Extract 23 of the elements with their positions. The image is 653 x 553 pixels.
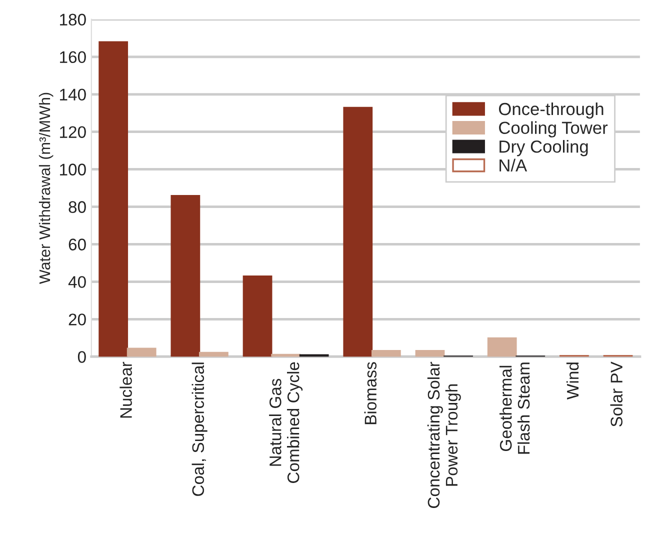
x-tick-label: Solar PV [610, 362, 622, 427]
x-tick-label: Biomass [364, 362, 377, 424]
legend-label: Once-through [498, 102, 604, 119]
x-tick-label: Nuclear [120, 362, 132, 418]
x-tick-label: Natural Gas Combined Cycle [269, 362, 303, 483]
y-tick-label: 120 [60, 126, 86, 138]
y-tick-label: 100 [60, 164, 86, 176]
legend-label: N/A [500, 158, 528, 172]
y-tick-label: 140 [60, 88, 86, 101]
y-tick-label: 0 [78, 351, 86, 363]
y-tick-label: 160 [60, 51, 86, 64]
y-axis-title: Water Withdrawal (m³/MWh) [38, 92, 54, 284]
y-tick-label: 20 [68, 314, 86, 326]
legend-label: Cooling Tower [499, 121, 608, 138]
y-tick-label: 40 [68, 276, 86, 288]
y-tick-label: 80 [68, 201, 86, 213]
legend-label: Dry Cooling [500, 140, 588, 156]
x-tick-label: Wind [566, 362, 579, 400]
x-tick-label: Concentrating Solar Power Trough [427, 362, 461, 508]
x-tick-label: Geothermal Flash Steam [499, 362, 530, 454]
y-tick-label: 60 [68, 238, 86, 250]
x-tick-label: Coal, Supercritical [192, 362, 208, 496]
y-tick-label: 180 [60, 14, 86, 26]
